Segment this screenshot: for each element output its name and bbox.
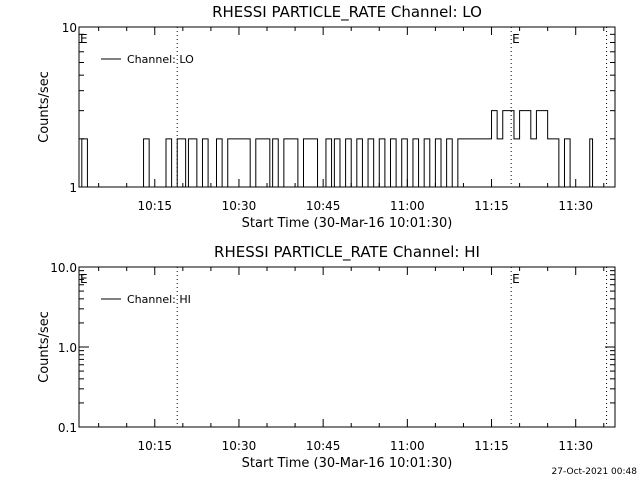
x-tick-label: 11:15 xyxy=(474,439,509,453)
x-tick-label: 10:45 xyxy=(306,199,341,213)
x-tick-label: 11:30 xyxy=(558,199,593,213)
y-axis-label: Counts/sec xyxy=(37,71,52,143)
x-axis-label: Start Time (30-Mar-16 10:01:30) xyxy=(242,456,453,471)
y-tick-label: 1.0 xyxy=(58,341,77,355)
y-tick-label: 10.0 xyxy=(50,261,77,275)
x-tick-label: 10:30 xyxy=(222,199,257,213)
chart-title: RHESSI PARTICLE_RATE Channel: LO xyxy=(212,3,482,22)
x-axis-label: Start Time (30-Mar-16 10:01:30) xyxy=(242,216,453,231)
chart-title: RHESSI PARTICLE_RATE Channel: HI xyxy=(214,243,480,262)
x-tick-label: 11:00 xyxy=(390,439,425,453)
legend-entry: Channel: HI xyxy=(127,293,191,306)
chart-0 xyxy=(78,26,616,188)
plot-frame xyxy=(78,26,616,188)
x-tick-label: 10:15 xyxy=(137,199,172,213)
plot-frame xyxy=(78,266,616,428)
y-tick-label: 0.1 xyxy=(58,421,77,435)
x-tick-label: 11:15 xyxy=(474,199,509,213)
x-tick-label: 10:15 xyxy=(137,439,172,453)
y-axis-label: Counts/sec xyxy=(37,311,52,383)
x-tick-label: 11:30 xyxy=(558,439,593,453)
event-marker-label: E xyxy=(80,32,88,46)
event-marker-label: E xyxy=(512,32,520,46)
x-tick-label: 11:00 xyxy=(390,199,425,213)
series-line-0 xyxy=(79,110,595,188)
event-marker-label: E xyxy=(512,272,520,286)
x-tick-label: 10:30 xyxy=(222,439,257,453)
legend-entry: Channel: LO xyxy=(127,53,194,66)
event-marker-label: E xyxy=(80,272,88,286)
footer-timestamp: 27-Oct-2021 00:48 xyxy=(552,467,638,477)
y-tick-label: 1 xyxy=(69,181,77,195)
x-tick-label: 10:45 xyxy=(306,439,341,453)
y-tick-label: 10 xyxy=(62,21,77,35)
chart-1 xyxy=(78,266,616,428)
